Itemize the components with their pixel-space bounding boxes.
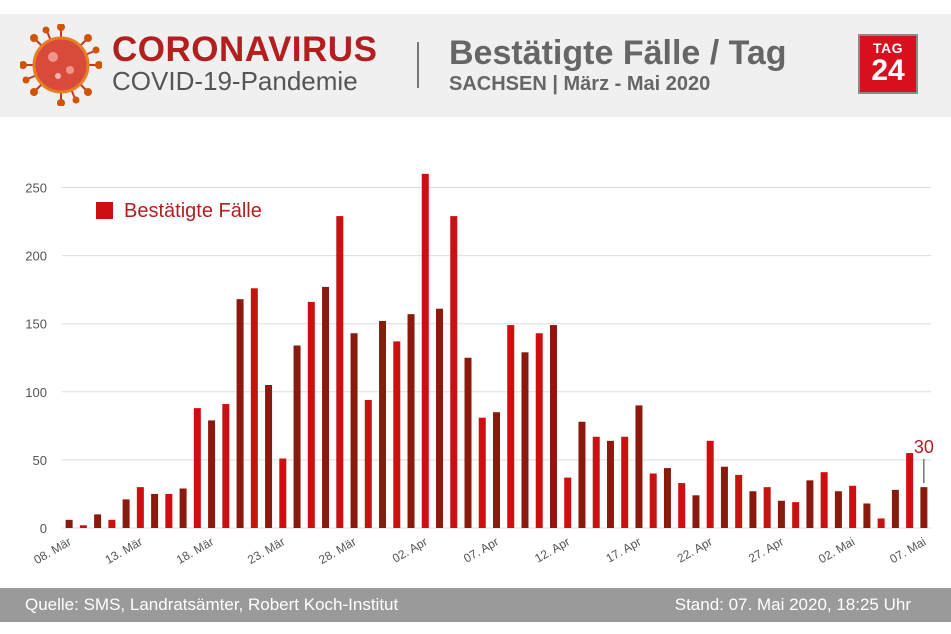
bar-24. Apr <box>735 474 743 528</box>
bar-09. Mär <box>79 525 87 528</box>
legend-label: Bestätigte Fälle <box>124 200 262 222</box>
bar-17. Mär <box>193 408 201 528</box>
bar-06. Mai <box>906 453 914 528</box>
x-tick-label: 08. Mär <box>31 534 73 566</box>
bar-04. Apr <box>450 216 458 528</box>
annotation-label: 30 <box>914 437 934 457</box>
header-banner: CORONAVIRUS COVID-19-Pandemie Bestätigte… <box>0 14 951 117</box>
bar-27. Mär <box>336 216 344 528</box>
chart-subtitle: SACHSEN | März - Mai 2020 <box>449 73 711 95</box>
bar-28. Apr <box>792 502 800 528</box>
bar-11. Apr <box>549 325 557 528</box>
y-tick-label: 150 <box>25 317 47 332</box>
footer-bar: Quelle: SMS, Landratsämter, Robert Koch-… <box>0 588 951 622</box>
app-subtitle: COVID-19-Pandemie <box>112 66 358 96</box>
bar-05. Mai <box>891 489 899 528</box>
bar-30. Mär <box>379 320 387 528</box>
bar-08. Apr <box>507 325 515 528</box>
bar-10. Apr <box>535 333 543 528</box>
bar-02. Apr <box>421 173 429 528</box>
bar-09. Apr <box>521 352 529 528</box>
bar-22. Mär <box>265 384 273 528</box>
timestamp-text: Stand: 07. Mai 2020, 18:25 Uhr <box>674 595 911 614</box>
bar-06. Apr <box>478 417 486 528</box>
x-tick-label: 07. Apr <box>461 534 501 565</box>
x-tick-label: 18. Mär <box>174 534 216 566</box>
bar-30. Apr <box>820 472 828 528</box>
bar-07. Mai <box>920 487 928 528</box>
bar-19. Mär <box>222 404 230 528</box>
bar-05. Apr <box>464 357 472 528</box>
bar-20. Apr <box>678 483 686 528</box>
bar-16. Mär <box>179 488 187 528</box>
bar-01. Apr <box>407 314 415 528</box>
bar-18. Apr <box>649 473 657 528</box>
bar-24. Mär <box>293 345 301 528</box>
y-tick-label: 0 <box>40 521 47 536</box>
bar-26. Mär <box>322 286 330 528</box>
x-tick-label: 23. Mär <box>245 534 287 566</box>
bar-12. Apr <box>564 477 572 528</box>
bar-11. Mär <box>108 519 116 528</box>
x-tick-label: 28. Mär <box>316 534 358 566</box>
bar-26. Apr <box>763 487 771 528</box>
x-tick-label: 17. Apr <box>604 534 644 565</box>
bar-31. Mär <box>393 341 401 528</box>
logo-number: 24 <box>871 54 905 87</box>
bar-21. Mär <box>250 288 258 528</box>
bar-20. Mär <box>236 299 244 528</box>
bar-07. Apr <box>493 412 500 528</box>
bar-29. Apr <box>806 480 814 528</box>
bar-15. Apr <box>606 440 614 528</box>
y-tick-label: 100 <box>25 385 47 400</box>
source-text: Quelle: SMS, Landratsämter, Robert Koch-… <box>25 595 399 614</box>
tag24-logo[interactable]: TAG 24 <box>858 34 918 94</box>
bar-13. Apr <box>578 421 586 528</box>
bar-chart: 0 50 100 150 200 250 08. Mär 13. Mär 18. Mär 23. … <box>25 173 934 567</box>
bar-04. Mai <box>877 518 885 528</box>
bar-14. Mär <box>151 493 159 528</box>
bar-27. Apr <box>777 500 785 528</box>
header-divider <box>417 42 419 88</box>
y-tick-label: 250 <box>25 181 47 196</box>
bar-13. Mär <box>136 487 144 528</box>
bar-19. Apr <box>663 468 671 528</box>
app-title: CORONAVIRUS <box>112 30 378 69</box>
x-tick-label: 02. Apr <box>390 534 430 565</box>
bar-03. Mai <box>863 503 871 528</box>
bar-18. Mär <box>208 420 216 528</box>
x-tick-label: 02. Mai <box>816 534 857 566</box>
bar-25. Mär <box>307 301 315 528</box>
bar-08. Mär <box>65 519 73 528</box>
bar-17. Apr <box>635 405 643 528</box>
x-tick-label: 12. Apr <box>532 534 572 565</box>
y-tick-label: 200 <box>25 249 47 264</box>
bar-28. Mär <box>350 333 358 528</box>
chart-title: Bestätigte Fälle / Tag <box>449 34 787 72</box>
bar-12. Mär <box>122 499 130 528</box>
y-tick-label: 50 <box>33 453 47 468</box>
bar-14. Apr <box>592 436 600 528</box>
x-tick-label: 13. Mär <box>103 534 145 566</box>
bar-02. Mai <box>849 485 857 528</box>
bar-16. Apr <box>621 436 629 528</box>
bar-25. Apr <box>749 491 757 528</box>
x-tick-label: 07. Mai <box>887 534 928 566</box>
bar-10. Mär <box>94 514 102 528</box>
bar-15. Mär <box>165 493 173 528</box>
bar-03. Apr <box>436 308 444 528</box>
logo-text: TAG <box>872 40 903 56</box>
coronavirus-icon <box>20 24 102 106</box>
bar-29. Mär <box>364 399 372 528</box>
bar-21. Apr <box>692 495 700 528</box>
x-tick-label: 27. Apr <box>746 534 786 565</box>
x-tick-label: 22. Apr <box>675 534 715 565</box>
bar-23. Apr <box>720 466 728 528</box>
bar-23. Mär <box>279 458 287 528</box>
legend-swatch <box>96 202 113 219</box>
bar-22. Apr <box>706 440 714 528</box>
bar-01. Mai <box>834 491 842 528</box>
